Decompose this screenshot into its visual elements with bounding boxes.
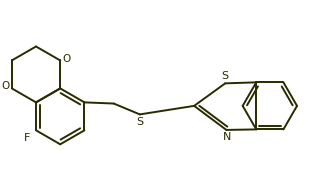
Text: S: S — [221, 71, 228, 81]
Text: F: F — [24, 133, 31, 143]
Text: O: O — [62, 54, 71, 63]
Text: O: O — [2, 82, 10, 91]
Text: S: S — [136, 117, 143, 127]
Text: N: N — [223, 132, 231, 142]
